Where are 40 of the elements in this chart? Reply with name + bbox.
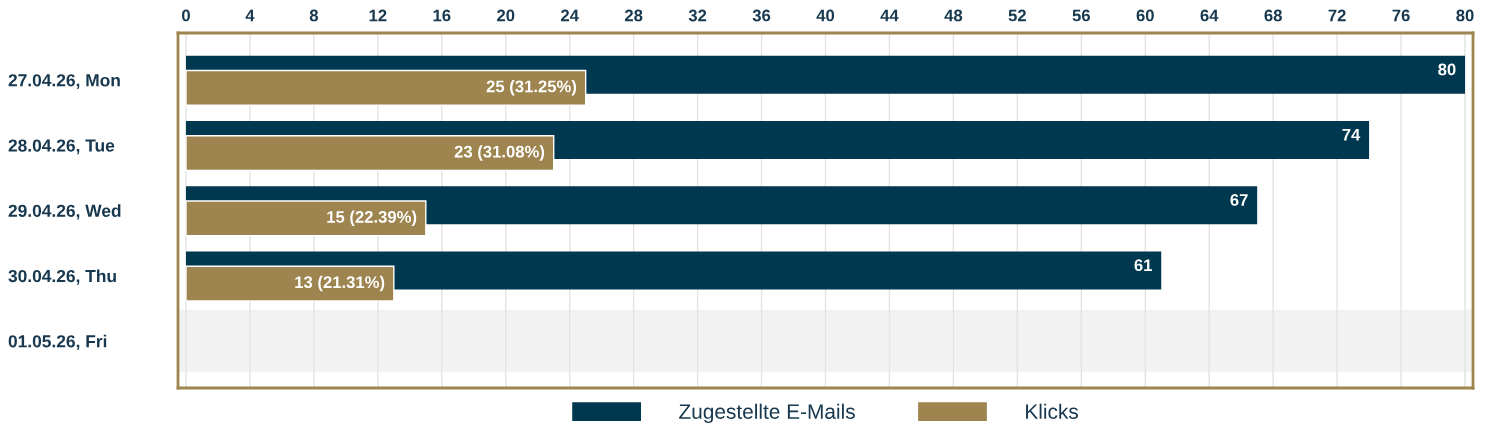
x-tick-label: 12 bbox=[369, 9, 387, 22]
x-tick-label: 44 bbox=[880, 9, 899, 22]
data-label: 61 bbox=[1134, 259, 1152, 272]
x-tick-label: 68 bbox=[1264, 9, 1282, 22]
x-tick-label: 36 bbox=[752, 9, 771, 22]
x-tick-label: 8 bbox=[309, 9, 319, 22]
x-tick-label: 60 bbox=[1136, 9, 1154, 22]
y-tick-label: 27.04.26, Mon bbox=[8, 74, 120, 89]
bar bbox=[185, 200, 427, 237]
x-tick-label: 72 bbox=[1328, 9, 1346, 22]
x-tick-label: 16 bbox=[433, 9, 451, 22]
x-tick-label: 4 bbox=[245, 9, 255, 22]
x-tick-label: 52 bbox=[1008, 9, 1026, 22]
data-label: 74 bbox=[1342, 128, 1361, 141]
data-label: 67 bbox=[1230, 194, 1248, 206]
data-label: 15 (22.39%) bbox=[327, 210, 417, 227]
legend-label: Klicks bbox=[1026, 403, 1079, 419]
y-tick-label: 30.04.26, Thu bbox=[8, 269, 116, 285]
x-tick-label: 28 bbox=[624, 9, 643, 22]
legend-label: Zugestellte E-Mails bbox=[679, 403, 855, 424]
x-tick-label: 76 bbox=[1392, 9, 1410, 22]
data-label: 13 (21.31%) bbox=[295, 275, 385, 292]
x-tick-label: 24 bbox=[561, 9, 579, 22]
data-label: 25 (31.25%) bbox=[486, 80, 577, 96]
y-tick-label: 01.05.26, Fri bbox=[8, 334, 107, 350]
x-tick-label: 20 bbox=[497, 9, 515, 22]
data-label: 23 (31.08%) bbox=[454, 145, 545, 161]
bar bbox=[185, 265, 395, 302]
x-tick-label: 64 bbox=[1200, 9, 1219, 22]
y-tick-label: 28.04.26, Tue bbox=[8, 139, 115, 155]
bar bbox=[185, 135, 555, 172]
x-tick-label: 40 bbox=[816, 9, 835, 22]
bar bbox=[185, 69, 587, 106]
x-tick-label: 56 bbox=[1072, 9, 1090, 22]
x-tick-label: 0 bbox=[182, 9, 190, 22]
x-tick-label: 80 bbox=[1456, 9, 1474, 22]
data-label: 80 bbox=[1438, 63, 1456, 76]
y-tick-label: 29.04.26, Wed bbox=[8, 204, 121, 220]
x-tick-label: 48 bbox=[944, 9, 963, 22]
x-tick-label: 32 bbox=[688, 9, 707, 22]
